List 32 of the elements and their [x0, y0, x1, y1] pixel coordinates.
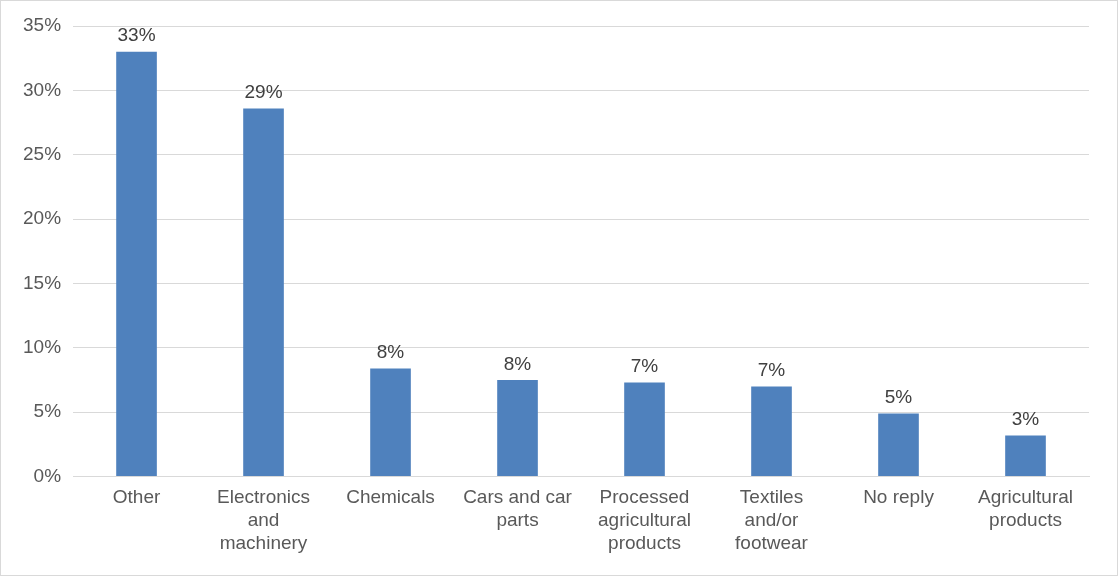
- bar: [751, 386, 792, 477]
- data-label: 3%: [1011, 408, 1040, 430]
- y-tick-label: 5%: [33, 400, 62, 422]
- x-tick-label: Cars and car parts: [463, 486, 573, 531]
- data-label: 7%: [630, 355, 659, 377]
- data-label: 7%: [757, 359, 786, 381]
- bar: [116, 51, 157, 477]
- data-label: 8%: [376, 341, 405, 363]
- bar: [624, 382, 665, 477]
- bar: [1005, 435, 1046, 477]
- x-tick-label: Electronics and machinery: [217, 486, 310, 553]
- y-tick-label: 30%: [23, 78, 62, 100]
- bar: [370, 368, 411, 477]
- y-tick-label: 15%: [23, 271, 62, 293]
- y-tick-label: 10%: [23, 336, 62, 358]
- x-tick-label: Chemicals: [346, 486, 435, 508]
- x-tick-label: Agricultural products: [977, 486, 1074, 531]
- bar: [497, 380, 538, 477]
- x-tick-label: Other: [112, 486, 161, 508]
- data-label: 29%: [244, 81, 283, 103]
- x-tick-label: Textiles and/or footwear: [735, 486, 809, 553]
- data-label: 33%: [117, 24, 156, 46]
- bar: [243, 108, 284, 477]
- y-tick-label: 0%: [33, 464, 62, 486]
- bar: [878, 413, 919, 477]
- x-tick-label: No reply: [863, 486, 935, 508]
- y-tick-label: 25%: [23, 142, 62, 164]
- y-tick-label: 20%: [23, 207, 62, 229]
- x-tick-label: Processed agricultural products: [598, 486, 691, 553]
- data-label: 8%: [503, 352, 532, 374]
- y-tick-label: 35%: [23, 14, 62, 36]
- data-label: 5%: [884, 386, 913, 408]
